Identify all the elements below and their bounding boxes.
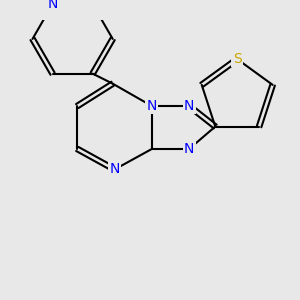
Text: N: N [110,163,120,176]
Text: N: N [47,0,58,11]
Text: N: N [184,99,194,113]
Text: S: S [233,52,242,66]
Text: N: N [184,142,194,156]
Text: N: N [147,99,157,113]
